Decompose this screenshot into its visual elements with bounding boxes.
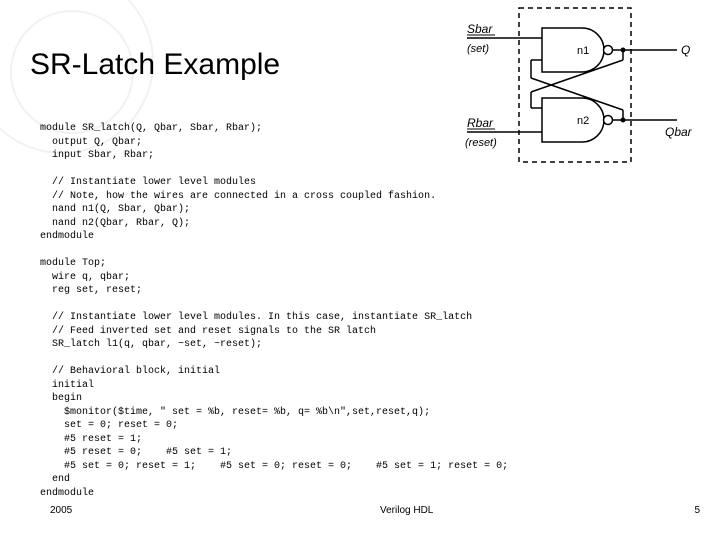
label-set: (set) (467, 43, 489, 55)
code-block: module SR_latch(Q, Qbar, Sbar, Rbar); ou… (40, 122, 508, 500)
label-sbar: Sbar (467, 22, 493, 36)
label-q: Q (681, 43, 690, 57)
page-title: SR-Latch Example (30, 48, 280, 82)
label-n2: n2 (577, 115, 589, 127)
footer-page: 5 (694, 505, 700, 516)
footer-year: 2005 (50, 505, 72, 516)
label-n1: n1 (577, 45, 589, 57)
label-qbar: Qbar (665, 125, 693, 139)
footer-center: Verilog HDL (380, 505, 433, 516)
